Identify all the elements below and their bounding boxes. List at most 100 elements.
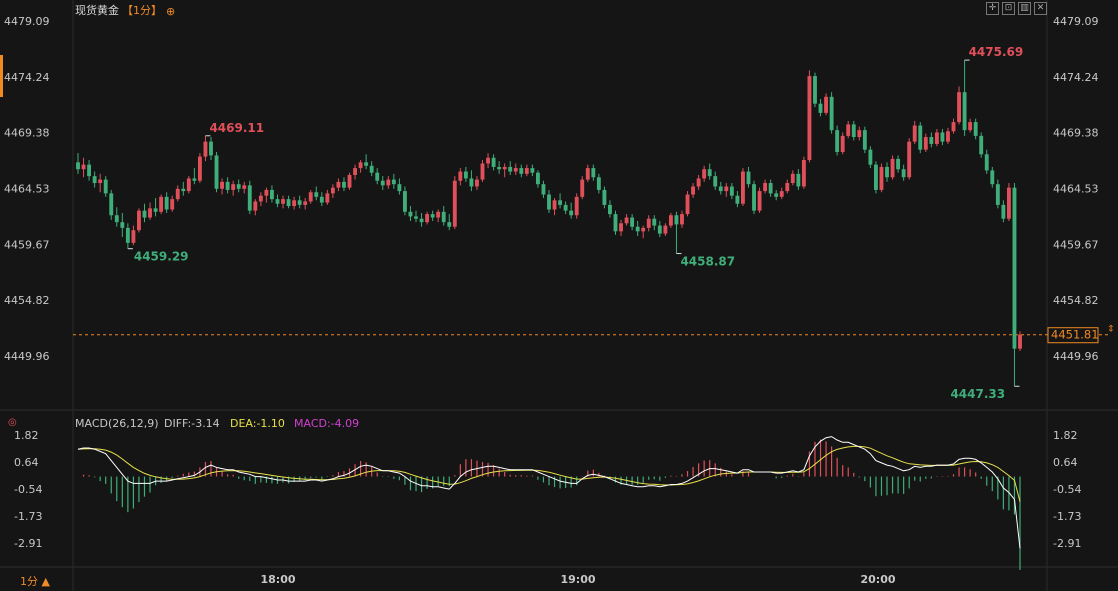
macd-settings-icon[interactable]: ◎	[8, 417, 17, 428]
price-tick-label: 4479.09	[1053, 15, 1099, 28]
annotation-high-right: 4475.69	[969, 45, 1024, 59]
candle	[696, 178, 701, 187]
candle	[962, 92, 967, 131]
price-tick-label: 4469.38	[1053, 127, 1099, 140]
candle	[148, 208, 152, 218]
candle	[197, 156, 202, 181]
price-tick-label: 4464.53	[1053, 182, 1099, 195]
close-icon[interactable]: ✕	[1034, 2, 1047, 15]
candle	[214, 155, 219, 189]
candle	[380, 180, 385, 186]
candle	[746, 171, 751, 185]
candle	[1012, 187, 1017, 349]
candle	[1018, 334, 1022, 349]
price-tick-label: 4449.96	[1053, 350, 1099, 363]
period-label[interactable]: 【1分】	[122, 4, 162, 17]
candle	[934, 132, 939, 144]
candle	[242, 185, 247, 189]
candle	[452, 180, 457, 227]
candle	[114, 215, 119, 223]
time-tick-label: 18:00	[260, 573, 295, 586]
time-axis: 18:00 19:00 20:00	[260, 573, 895, 586]
candle	[541, 184, 546, 195]
annotation-low-left: 4459.29	[134, 250, 189, 264]
candle	[336, 181, 341, 188]
candle	[286, 199, 291, 207]
candle	[768, 183, 773, 194]
candle	[463, 171, 468, 179]
candle	[247, 185, 252, 211]
time-tick-label: 20:00	[860, 573, 895, 586]
candle	[225, 181, 230, 190]
current-price-value: 4451.81	[1051, 328, 1099, 342]
candle	[87, 164, 92, 177]
macd-diff-label: DIFF:-3.14	[164, 417, 220, 430]
candle	[513, 168, 518, 172]
candle	[364, 162, 369, 166]
candle	[220, 181, 225, 189]
candle	[386, 179, 391, 186]
candle	[563, 204, 568, 211]
candle	[801, 160, 806, 187]
candle	[718, 186, 723, 192]
diff-line	[77, 436, 1021, 549]
price-tick-label: 4474.24	[4, 71, 50, 84]
candle	[680, 214, 684, 225]
candle	[519, 168, 524, 174]
candle	[1006, 187, 1011, 219]
candle	[674, 215, 679, 225]
annotation-low-mid: 4458.87	[680, 255, 735, 269]
candle	[508, 166, 513, 172]
annotation-high-left: 4469.11	[209, 121, 264, 135]
candle	[430, 214, 435, 218]
candle	[896, 158, 901, 170]
candle	[635, 226, 640, 232]
period-selector[interactable]: 1分 ▲	[20, 575, 50, 588]
candle	[236, 184, 241, 189]
candle	[441, 211, 446, 223]
crosshair-icon[interactable]: ✛	[986, 2, 999, 15]
price-tick-label: 4454.82	[4, 294, 50, 307]
candle	[591, 168, 596, 178]
candle	[458, 171, 463, 181]
macd-title: MACD(26,12,9)	[75, 417, 159, 430]
candle	[358, 162, 363, 169]
candle	[807, 76, 812, 161]
candle	[480, 163, 485, 180]
candle	[402, 191, 407, 212]
candle	[275, 199, 280, 204]
candle	[297, 200, 302, 205]
add-indicator-icon[interactable]: ⊕	[166, 5, 175, 18]
candle	[829, 96, 834, 131]
fit-icon[interactable]: ⊡	[1002, 2, 1015, 15]
candle	[840, 135, 845, 152]
candle	[613, 214, 618, 232]
candle	[796, 173, 801, 187]
candle	[120, 222, 125, 228]
candle	[890, 158, 895, 178]
candle	[873, 164, 878, 190]
candle	[624, 217, 629, 224]
candle	[391, 179, 396, 185]
candle	[486, 157, 490, 164]
candle	[663, 225, 668, 234]
annotation-low-right: 4447.33	[950, 387, 1005, 401]
candle	[763, 183, 768, 192]
macd-tick-label: 0.64	[14, 456, 39, 469]
instrument-name: 现货黄金	[75, 3, 119, 17]
candle	[668, 215, 673, 226]
current-price-tag	[1047, 327, 1099, 344]
candle	[574, 196, 579, 216]
macd-axis-right: 1.82 0.64 -0.54 -1.73 -2.91	[1053, 429, 1081, 550]
layout-icon[interactable]: ▥	[1018, 2, 1031, 15]
candle	[929, 137, 934, 144]
candle	[757, 191, 762, 211]
price-tick-label: 4459.67	[1053, 238, 1099, 251]
candle	[995, 184, 1000, 205]
candle	[608, 204, 612, 215]
candle	[203, 141, 208, 157]
candle	[879, 166, 884, 190]
candle	[646, 218, 651, 228]
candle	[940, 132, 945, 142]
